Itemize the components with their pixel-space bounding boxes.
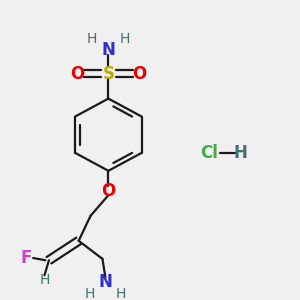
Text: F: F xyxy=(21,249,32,267)
Text: H: H xyxy=(87,32,97,46)
Text: H: H xyxy=(234,144,248,162)
Text: H: H xyxy=(39,273,50,287)
Text: N: N xyxy=(98,274,112,292)
Text: S: S xyxy=(102,64,114,82)
Text: H: H xyxy=(119,32,130,46)
Text: H: H xyxy=(116,287,126,300)
Text: Cl: Cl xyxy=(200,144,218,162)
Text: N: N xyxy=(101,41,115,59)
Text: O: O xyxy=(70,64,84,82)
Text: O: O xyxy=(133,64,147,82)
Text: H: H xyxy=(85,287,95,300)
Text: O: O xyxy=(101,182,116,200)
